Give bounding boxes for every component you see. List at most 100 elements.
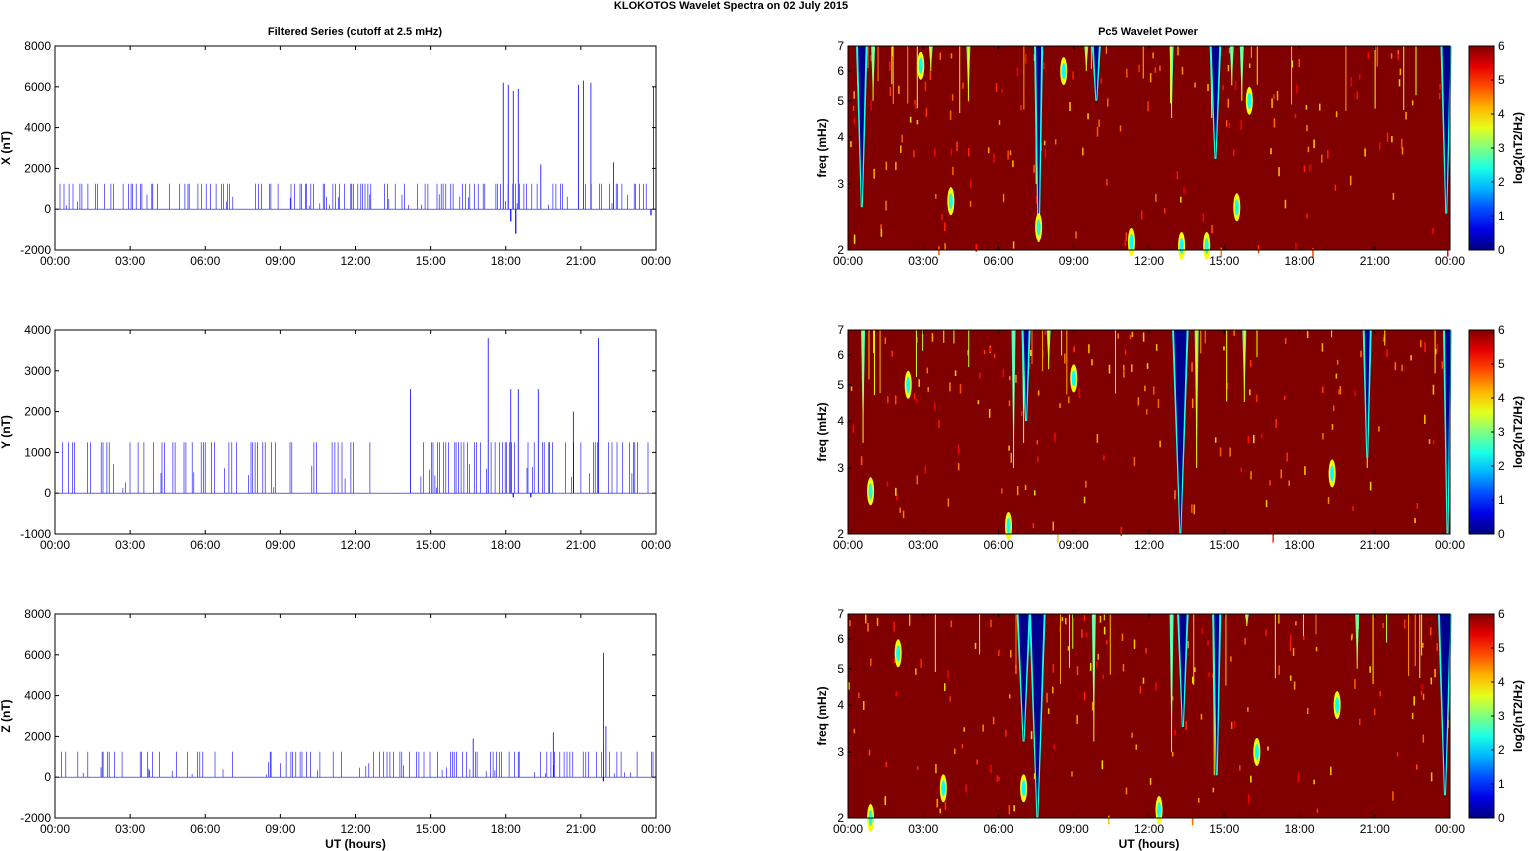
power-speckle — [853, 91, 855, 99]
power-speckle — [1171, 751, 1174, 757]
power-speckle — [1069, 102, 1071, 111]
power-speckle — [990, 619, 992, 628]
power-speckle — [1171, 696, 1174, 701]
power-speckle — [1273, 118, 1276, 128]
low-power-column — [1174, 330, 1187, 534]
line-xtick-label: 15:00 — [416, 254, 446, 268]
line-xtick-label: 18:00 — [491, 254, 521, 268]
heat-xtick-label: 06:00 — [983, 538, 1013, 552]
power-speckle — [1306, 707, 1309, 715]
power-speckle — [990, 764, 992, 773]
power-speckle — [885, 200, 887, 211]
power-speckle — [1016, 67, 1019, 77]
power-speckle — [876, 617, 879, 626]
line-xtick-label: 09:00 — [265, 822, 295, 836]
y-axis-label: freq (mHz) — [815, 686, 829, 745]
power-speckle — [1327, 149, 1329, 159]
plot-area — [55, 614, 656, 818]
colorbar-tick-label: 5 — [1498, 357, 1505, 371]
power-speckle — [957, 463, 960, 471]
line-xtick-label: 00:00 — [641, 254, 671, 268]
power-speckle — [1180, 196, 1182, 203]
power-speckle — [1159, 65, 1161, 71]
colorbar — [1468, 613, 1495, 819]
colorbar — [1468, 329, 1495, 535]
ytick-label: 6000 — [24, 648, 51, 662]
power-speckle — [1147, 101, 1149, 112]
heatmap-background — [848, 330, 1450, 534]
power-speckle — [1438, 93, 1441, 100]
power-speckle — [975, 243, 977, 252]
power-speckle — [1332, 405, 1335, 412]
power-speckle — [944, 243, 946, 250]
power-speckle — [893, 621, 895, 632]
power-speckle — [1410, 355, 1412, 361]
power-speckle — [1386, 132, 1389, 142]
power-speckle — [977, 400, 980, 405]
ytick-label: 5 — [837, 94, 844, 108]
power-spot-inner — [1129, 234, 1134, 251]
colorbar-tick-label: 6 — [1498, 323, 1505, 337]
power-speckle — [1008, 376, 1011, 381]
power-speckle — [1142, 677, 1145, 684]
ytick-label: 4000 — [24, 323, 51, 337]
power-speckle — [969, 180, 972, 189]
power-speckle — [894, 395, 897, 405]
power-speckle — [1302, 635, 1305, 640]
power-speckle — [1072, 71, 1074, 80]
power-speckle — [1030, 349, 1032, 356]
heat-xtick-label: 18:00 — [1284, 822, 1314, 836]
colorbar-tick-label: 0 — [1498, 527, 1505, 541]
power-speckle — [1042, 61, 1045, 70]
line-xtick-label: 21:00 — [566, 538, 596, 552]
power-speckle — [885, 161, 888, 170]
power-speckle — [1002, 193, 1005, 203]
power-speckle — [1306, 124, 1308, 132]
power-speckle — [1155, 682, 1157, 691]
power-speckle — [1106, 178, 1108, 186]
power-spot-inner — [1204, 237, 1209, 254]
line-xtick-label: 15:00 — [416, 538, 446, 552]
power-speckle — [1267, 746, 1269, 751]
power-speckle — [1133, 639, 1136, 649]
power-speckle — [1008, 445, 1010, 451]
power-speckle — [950, 148, 953, 156]
power-speckle — [1121, 633, 1124, 641]
figure-suptitle: KLOKOTOS Wavelet Spectra on 02 July 2015 — [614, 0, 848, 12]
power-speckle — [933, 148, 936, 157]
power-speckle — [1335, 373, 1338, 379]
power-speckle — [1447, 719, 1450, 728]
power-speckle — [941, 213, 943, 221]
power-speckle — [1304, 466, 1306, 475]
heat-xtick-label: 09:00 — [1059, 538, 1089, 552]
power-spot-inner — [1330, 465, 1335, 482]
power-speckle — [1269, 480, 1271, 486]
power-speckle — [1176, 171, 1179, 180]
ytick-label: 6000 — [24, 80, 51, 94]
power-speckle — [1369, 481, 1372, 491]
heat-xtick-label: 00:00 — [1435, 822, 1465, 836]
power-speckle — [1297, 772, 1300, 783]
power-speckle — [895, 487, 897, 496]
low-power-column — [1093, 46, 1099, 101]
power-speckle — [1334, 184, 1337, 191]
power-speckle — [853, 117, 855, 125]
power-speckle — [1422, 642, 1424, 648]
ytick-label: 3 — [837, 177, 844, 191]
heat-xtick-label: 00:00 — [833, 822, 863, 836]
power-speckle — [1378, 142, 1381, 151]
power-speckle — [1219, 447, 1222, 457]
power-speckle — [1292, 647, 1295, 656]
line-xtick-label: 00:00 — [40, 822, 70, 836]
power-speckle — [950, 620, 953, 628]
power-speckle — [1152, 52, 1154, 59]
power-speckle — [1338, 389, 1340, 395]
power-speckle — [1125, 787, 1128, 795]
power-speckle — [1369, 666, 1371, 673]
power-speckle — [895, 691, 897, 697]
power-speckle — [1250, 471, 1252, 480]
power-speckle — [976, 759, 978, 765]
low-power-column — [1214, 614, 1220, 776]
power-speckle — [1208, 672, 1210, 678]
power-speckle — [915, 668, 917, 675]
